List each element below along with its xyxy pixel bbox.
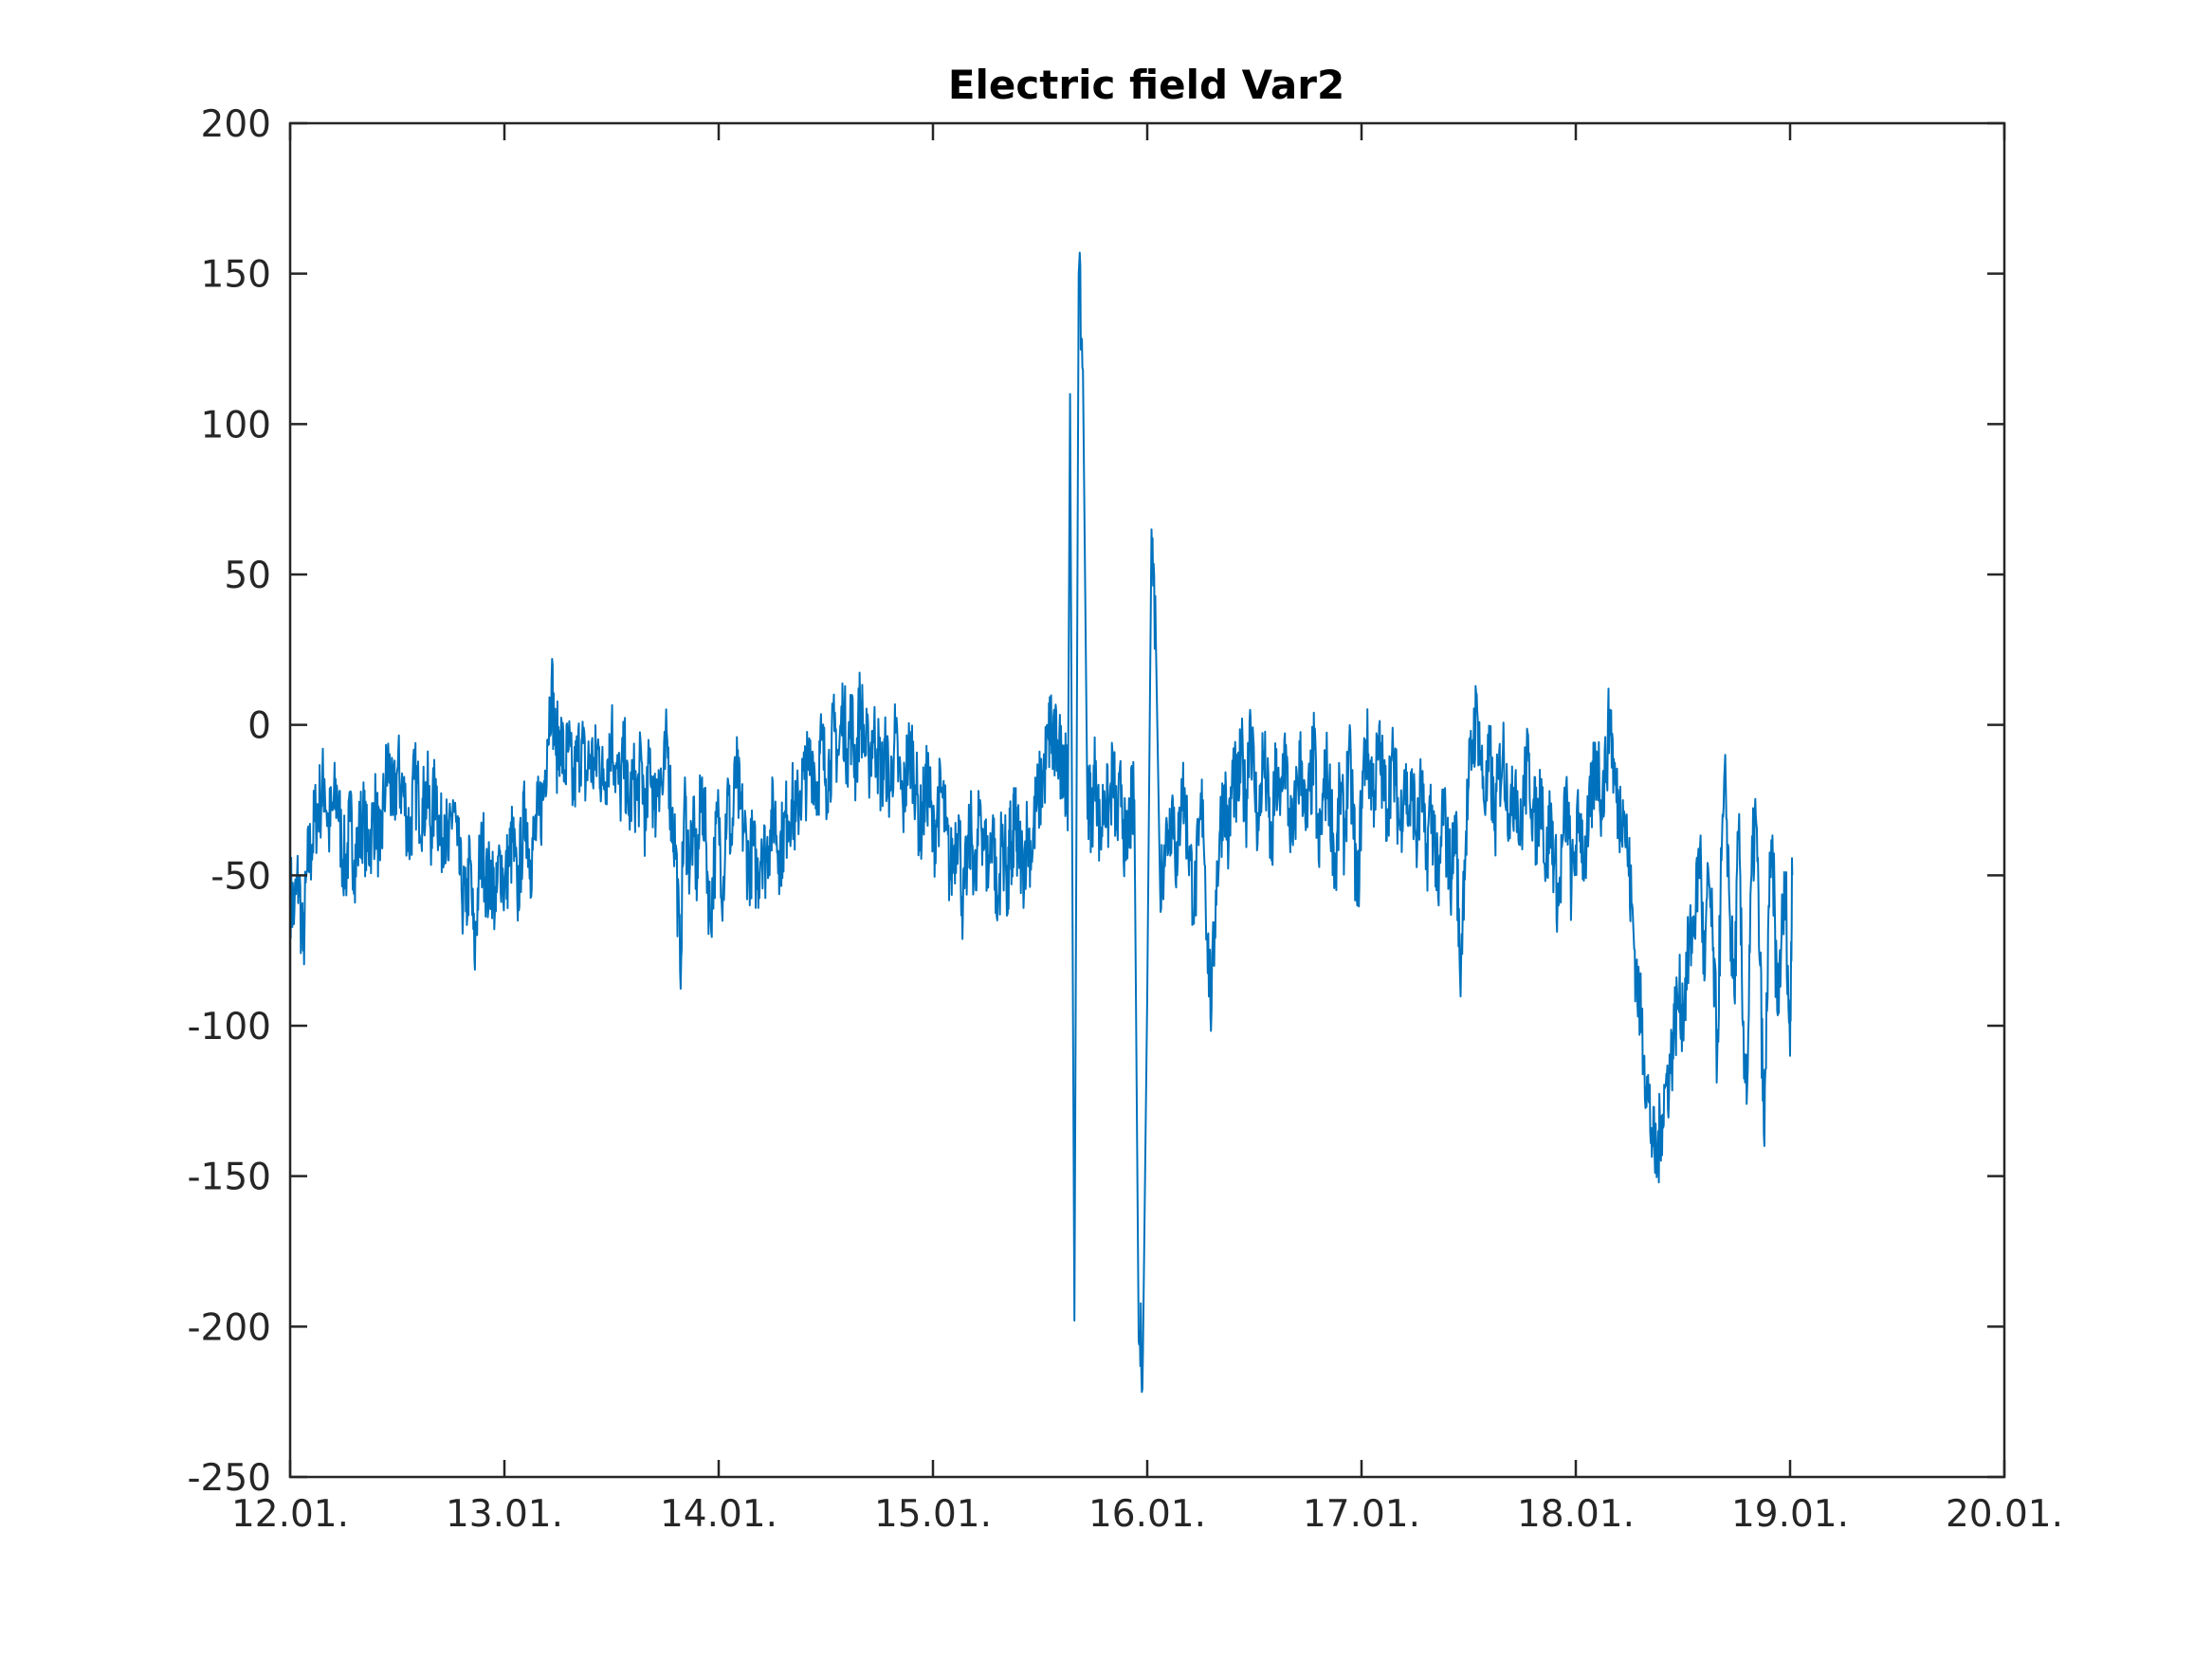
- x-tick-label: 16.01.: [1088, 1493, 1206, 1536]
- y-axis: 200 150 100 50 0 -50 -100 -150 -200 -250: [187, 103, 2004, 1500]
- y-tick-label: -250: [187, 1457, 271, 1500]
- y-tick-label: 200: [201, 103, 271, 146]
- y-tick-label: -150: [187, 1157, 271, 1199]
- y-tick-label: -100: [187, 1006, 271, 1048]
- y-tick-label: 100: [201, 404, 271, 447]
- x-tick-label: 13.01.: [446, 1493, 563, 1536]
- y-tick-label: 50: [224, 555, 271, 597]
- x-axis: 12.01. 13.01. 14.01. 15.01. 16.01. 17.01. 18.0…: [231, 123, 2063, 1536]
- y-tick-label: 150: [201, 254, 271, 297]
- y-tick-label: -50: [210, 855, 271, 898]
- plot-area: [289, 123, 2004, 1477]
- chart-title: Electric field Var2: [948, 62, 1344, 108]
- x-tick-label: 18.01.: [1517, 1493, 1635, 1536]
- x-tick-label: 15.01.: [874, 1493, 992, 1536]
- x-tick-label: 12.01.: [231, 1493, 349, 1536]
- data-series-line: [289, 251, 1794, 1394]
- y-tick-label: 0: [247, 705, 271, 748]
- x-tick-label: 14.01.: [660, 1493, 777, 1536]
- x-tick-label: 17.01.: [1303, 1493, 1420, 1536]
- x-tick-label: 19.01.: [1731, 1493, 1849, 1536]
- y-tick-label: -200: [187, 1306, 271, 1349]
- x-tick-label: 20.01.: [1946, 1493, 2063, 1536]
